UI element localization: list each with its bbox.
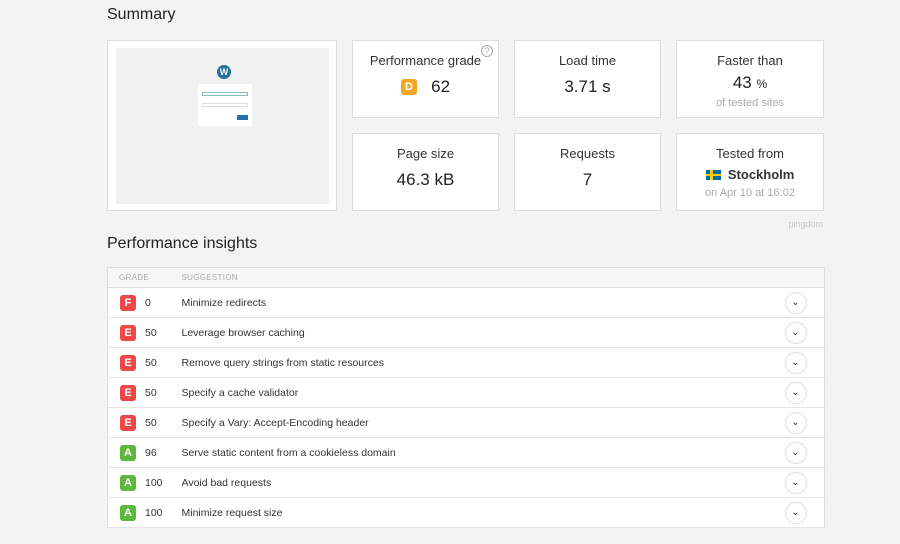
suggestion-text: Specify a cache validator bbox=[181, 377, 785, 408]
chevron-down-icon[interactable]: ⌄ bbox=[784, 441, 807, 464]
grade-badge: E bbox=[120, 324, 136, 341]
suggestion-text: Minimize request size bbox=[181, 497, 785, 528]
load-time-value: 3.71 s bbox=[564, 77, 611, 96]
tested-from-label: Tested from bbox=[716, 146, 784, 161]
grade-badge: A bbox=[120, 474, 136, 491]
suggestion-text: Avoid bad requests bbox=[181, 467, 785, 498]
faster-than-card: Faster than 43 % of tested sites bbox=[676, 40, 824, 118]
chevron-down-icon[interactable]: ⌄ bbox=[784, 471, 807, 494]
insights-title: Performance insights bbox=[107, 235, 258, 252]
grade-score: 96 bbox=[145, 446, 157, 459]
summary-title: Summary bbox=[107, 6, 176, 23]
load-time-label: Load time bbox=[558, 53, 617, 68]
page-size-value: 46.3 kB bbox=[396, 170, 455, 189]
page-size-card: Page size 46.3 kB bbox=[352, 133, 499, 211]
tested-from-city: Stockholm bbox=[727, 167, 795, 182]
percent-unit: % bbox=[756, 77, 768, 91]
suggestion-text: Serve static content from a cookieless d… bbox=[181, 437, 785, 468]
sweden-flag-icon bbox=[705, 170, 721, 180]
grade-badge: A bbox=[120, 444, 136, 461]
grade-score: 50 bbox=[145, 326, 157, 339]
faster-than-label: Faster than bbox=[717, 53, 783, 68]
faster-than-sub: of tested sites bbox=[716, 97, 784, 109]
suggestion-text: Minimize redirects bbox=[181, 287, 785, 318]
grade-badge: F bbox=[120, 294, 136, 311]
insight-row[interactable]: E 50 Specify a cache validator ⌄ bbox=[107, 377, 825, 408]
suggestion-text: Leverage browser caching bbox=[181, 317, 785, 348]
grade-badge: A bbox=[120, 504, 136, 521]
insight-row[interactable]: E 50 Specify a Vary: Accept-Encoding head… bbox=[107, 407, 825, 438]
requests-value: 7 bbox=[582, 170, 593, 189]
insight-row[interactable]: E 50 Leverage browser caching ⌄ bbox=[107, 317, 825, 348]
chevron-down-icon[interactable]: ⌄ bbox=[784, 411, 807, 434]
grade-header: GRADE bbox=[107, 267, 182, 288]
pingdom-logo: pingdom bbox=[788, 219, 823, 229]
requests-card: Requests 7 bbox=[514, 133, 661, 211]
insight-row[interactable]: A 96 Serve static content from a cookiele… bbox=[107, 437, 825, 468]
insight-row[interactable]: A 100 Minimize request size ⌄ bbox=[107, 497, 825, 528]
grade-score: 0 bbox=[145, 296, 151, 309]
help-icon[interactable]: ? bbox=[481, 45, 493, 57]
grade-score: 100 bbox=[145, 476, 163, 489]
grade-label: Performance grade bbox=[369, 53, 482, 68]
page-screenshot: W bbox=[107, 40, 337, 211]
insight-row[interactable]: A 100 Avoid bad requests ⌄ bbox=[107, 467, 825, 498]
grade-score: 50 bbox=[145, 356, 157, 369]
suggestion-header: SUGGESTION bbox=[181, 267, 785, 288]
chevron-down-icon[interactable]: ⌄ bbox=[784, 351, 807, 374]
tested-date: on Apr 10 at 16:02 bbox=[705, 187, 795, 199]
insight-row[interactable]: E 50 Remove query strings from static res… bbox=[107, 347, 825, 378]
page-size-label: Page size bbox=[396, 146, 455, 161]
grade-value: 62 bbox=[431, 77, 451, 96]
chevron-down-icon[interactable]: ⌄ bbox=[784, 321, 807, 344]
performance-grade-card: Performance grade ? D 62 bbox=[352, 40, 499, 118]
grade-badge: E bbox=[120, 354, 136, 371]
suggestion-text: Remove query strings from static resourc… bbox=[181, 347, 785, 378]
grade-score: 50 bbox=[145, 416, 157, 429]
tested-from-card: Tested from Stockholm on Apr 10 at 16:02 bbox=[676, 133, 824, 211]
chevron-down-icon[interactable]: ⌄ bbox=[784, 501, 807, 524]
suggestion-text: Specify a Vary: Accept-Encoding header bbox=[181, 407, 785, 438]
load-time-card: Load time 3.71 s bbox=[514, 40, 661, 118]
chevron-down-icon[interactable]: ⌄ bbox=[784, 291, 807, 314]
grade-badge: D bbox=[400, 79, 417, 95]
grade-score: 50 bbox=[145, 386, 157, 399]
requests-label: Requests bbox=[560, 146, 615, 161]
wordpress-logo-icon: W bbox=[217, 65, 231, 79]
grade-score: 100 bbox=[145, 506, 163, 519]
grade-badge: E bbox=[120, 414, 136, 431]
faster-than-value: 43 bbox=[732, 73, 752, 92]
grade-badge: E bbox=[120, 384, 136, 401]
chevron-down-icon[interactable]: ⌄ bbox=[784, 381, 807, 404]
